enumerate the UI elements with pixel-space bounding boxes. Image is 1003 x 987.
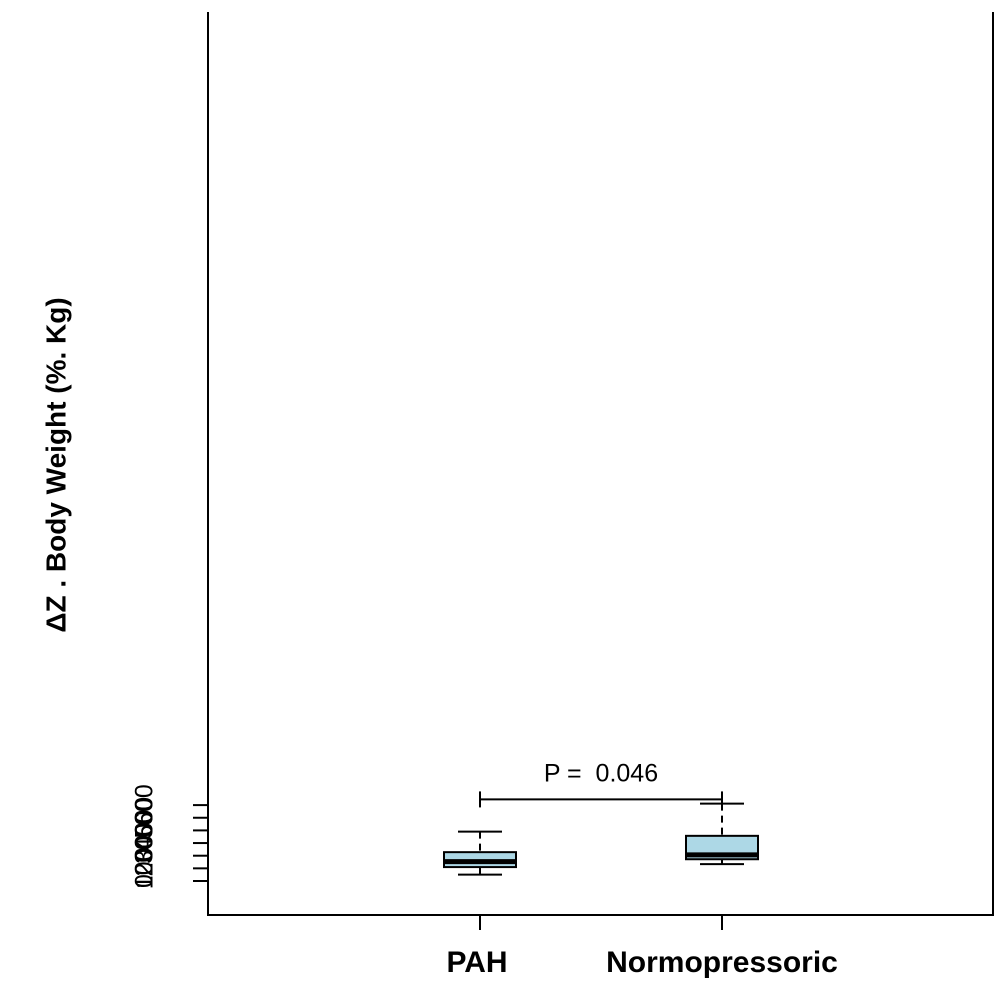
- y-tick-label-200: 200: [131, 835, 159, 877]
- y-tick-label-400: 400: [131, 810, 159, 852]
- axes: [207, 12, 994, 916]
- y-tick-label-0: 0: [131, 874, 159, 888]
- x-label-pah: PAH: [446, 946, 507, 979]
- box-pah: [443, 830, 517, 876]
- y-axis-label: ΔZ . Body Weight (%. Kg): [40, 297, 71, 632]
- y-tick-label-500: 500: [131, 797, 159, 839]
- y-tick-label-600: 600: [131, 784, 159, 826]
- significance-bracket: P = 0.046: [479, 759, 723, 808]
- y-tick-label-100: 100: [131, 847, 159, 889]
- x-label-normopressoric: Normopressoric: [606, 946, 838, 979]
- plot-frame: [207, 12, 994, 916]
- x-axis-categories: PAH Normopressoric: [446, 915, 838, 979]
- box-series: [443, 802, 759, 876]
- y-tick-label-300: 300: [131, 822, 159, 864]
- box-normopressoric: [685, 802, 759, 866]
- p-value-label: P = 0.046: [544, 759, 658, 787]
